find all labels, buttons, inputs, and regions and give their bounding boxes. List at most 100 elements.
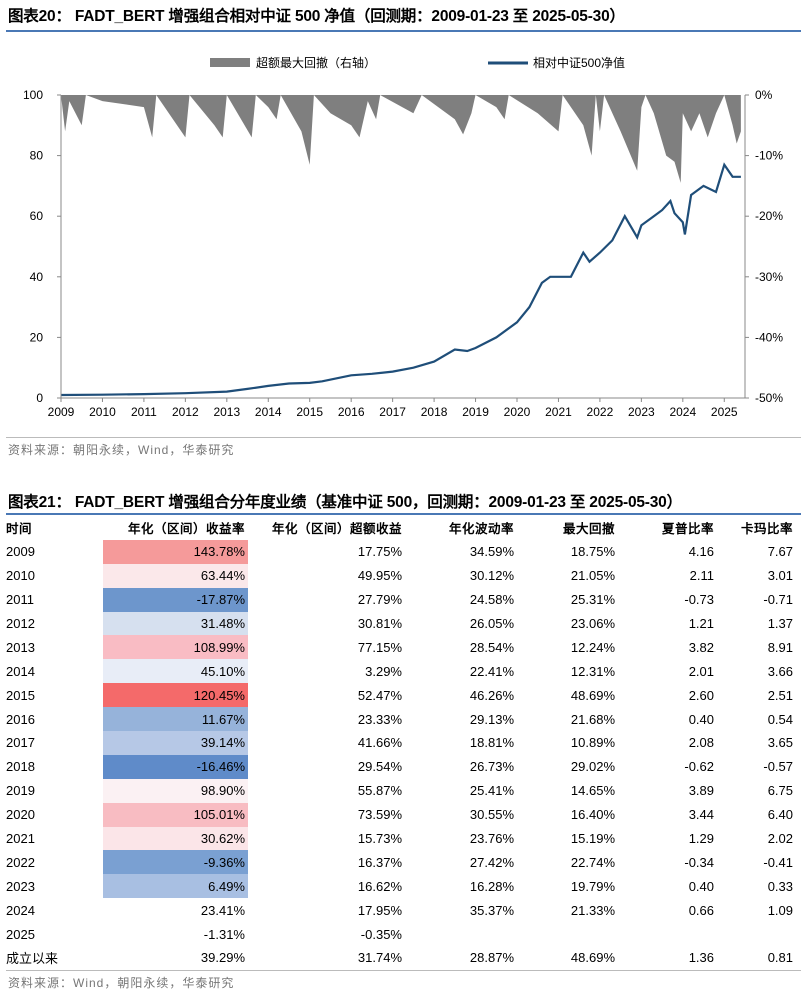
x-tick-label: 2009 <box>48 405 75 419</box>
table-cell: 3.89 <box>688 783 714 799</box>
table-cell: 11.67% <box>103 707 248 732</box>
table-cell <box>716 922 795 946</box>
table-cell: 2013 <box>6 639 35 655</box>
table-cell: 24.58% <box>469 592 514 608</box>
column-header: 年化（区间）超额收益 <box>271 522 402 537</box>
column-header: 最大回撤 <box>562 522 615 537</box>
figure20-source: 资料来源：朝阳永续，Wind，华泰研究 <box>8 443 235 457</box>
table-cell: 15.73% <box>357 831 402 847</box>
table-row: 2025 -1.31% -0.35% <box>4 922 795 946</box>
y-left-tick-label: 100 <box>23 88 43 102</box>
table-cell: 10.89% <box>570 735 615 751</box>
table-cell: 3.01 <box>767 568 793 584</box>
table-cell <box>516 922 617 946</box>
table-cell: 0.66 <box>688 902 714 918</box>
table-cell: 26.05% <box>469 616 514 631</box>
table-cell: 22.41% <box>469 663 514 679</box>
annual-performance-table: 时间 年化（区间）收益率 年化（区间）超额收益 年化波动率 最大回撤 夏普比率 卡玛比率 2… <box>4 516 795 970</box>
x-tick-label: 2021 <box>545 405 572 419</box>
table-row: 2015 120.45% 52.47% 46.26% 48.69% 2.60 2.51 <box>4 683 795 708</box>
table-cell: -16.46% <box>103 754 248 779</box>
table-cell: 23.76% <box>469 831 514 847</box>
table-cell: 23.33% <box>357 711 402 727</box>
table-cell: 3.66 <box>767 663 793 679</box>
table-cell: 0.40 <box>688 878 714 894</box>
table-row: 2011 -17.87% 27.79% 24.58% 25.31% -0.73 -0.71 <box>4 587 795 612</box>
table-cell: 18.81% <box>469 735 514 751</box>
x-tick-label: 2020 <box>504 405 531 419</box>
table-cell: 19.79% <box>570 878 615 894</box>
table-cell: 16.40% <box>570 807 615 823</box>
table-cell: 48.69% <box>570 950 615 966</box>
table-cell: 21.33% <box>570 902 615 918</box>
x-tick-label: 2014 <box>255 405 282 419</box>
table-cell: 143.78% <box>103 539 248 564</box>
x-tick-label: 2016 <box>338 405 365 419</box>
table-cell: 12.31% <box>570 663 615 679</box>
table-cell: 2016 <box>6 711 35 727</box>
table-cell: 45.10% <box>103 659 248 684</box>
table-cell: 27.79% <box>357 592 402 608</box>
figure21-title: 图表21： FADT_BERT 增强组合分年度业绩（基准中证 500，回测期：2… <box>8 494 682 511</box>
table-cell: 1.29 <box>688 831 714 847</box>
y-right-tick-label: -20% <box>755 209 783 223</box>
table-cell: 30.62% <box>103 826 248 851</box>
table-cell: 0.81 <box>767 950 793 966</box>
y-left-tick-label: 40 <box>30 270 44 284</box>
x-tick-label: 2015 <box>296 405 323 419</box>
column-header: 年化（区间）收益率 <box>127 522 245 537</box>
table-cell: 0.54 <box>767 711 793 727</box>
y-right-tick-label: -30% <box>755 270 783 284</box>
table-row: 2018 -16.46% 29.54% 26.73% 29.02% -0.62 -0.57 <box>4 754 795 779</box>
x-tick-label: 2013 <box>213 405 240 419</box>
table-row: 2021 30.62% 15.73% 23.76% 15.19% 1.29 2.02 <box>4 826 795 851</box>
y-right-tick-label: -40% <box>755 330 783 344</box>
legend-drawdown-swatch <box>210 58 250 67</box>
table-cell: 30.12% <box>469 568 514 584</box>
table-cell: -9.36% <box>103 850 248 875</box>
table-cell: 2014 <box>6 663 35 679</box>
table-cell: 14.65% <box>570 783 615 799</box>
table-cell: 28.54% <box>469 639 514 655</box>
table-cell: 8.91 <box>767 639 793 655</box>
table-row: 2019 98.90% 55.87% 25.41% 14.65% 3.89 6.75 <box>4 778 795 803</box>
table-cell: 0.40 <box>688 711 714 727</box>
table-cell: 108.99% <box>103 635 248 660</box>
table-cell: 105.01% <box>103 802 248 827</box>
table-cell: 3.65 <box>767 735 793 751</box>
net-value-chart: 2009 2010 2011 2012 2013 2014 2015 2016 2017 2018… <box>23 55 783 419</box>
table-cell: 18.75% <box>570 544 615 560</box>
table-cell: -1.31% <box>203 926 245 942</box>
table-cell: 2.51 <box>767 687 793 703</box>
table-cell: 77.15% <box>357 639 402 655</box>
x-tick-label: 2024 <box>669 405 696 419</box>
x-tick-label: 2011 <box>131 405 157 419</box>
y-right-tick-label: -50% <box>755 391 783 405</box>
table-cell: 25.31% <box>570 592 615 608</box>
net-value-line <box>60 162 741 397</box>
table-cell <box>404 922 516 946</box>
table-cell: -0.34 <box>684 854 714 870</box>
table-cell: 31.48% <box>103 611 248 636</box>
table-cell: 29.02% <box>570 759 615 775</box>
table-cell: 39.29% <box>200 950 245 966</box>
table-row: 2010 63.44% 49.95% 30.12% 21.05% 2.11 3.01 <box>4 563 795 588</box>
table-cell: 16.37% <box>357 854 402 870</box>
table-cell <box>617 922 716 946</box>
table-cell: 3.29% <box>365 663 402 679</box>
table-cell: 2009 <box>6 544 35 560</box>
table-cell: 4.16 <box>688 544 714 560</box>
table-cell: 25.41% <box>469 783 514 799</box>
table-row: 2012 31.48% 30.81% 26.05% 23.06% 1.21 1.37 <box>4 611 795 636</box>
table-cell: 6.40 <box>767 807 793 823</box>
table-cell: -0.62 <box>684 759 714 775</box>
table-row: 2014 45.10% 3.29% 22.41% 12.31% 2.01 3.66 <box>4 659 795 684</box>
table-cell: 2017 <box>6 735 35 751</box>
table-row: 2013 108.99% 77.15% 28.54% 12.24% 3.82 8.91 <box>4 635 795 660</box>
y-right-tick-label: 0% <box>755 88 773 102</box>
table-cell: 成立以来 <box>6 951 59 967</box>
table-cell: 2.60 <box>688 687 714 703</box>
table-cell: 2020 <box>6 807 35 823</box>
x-tick-label: 2012 <box>172 405 199 419</box>
table-cell: 17.95% <box>357 902 402 918</box>
